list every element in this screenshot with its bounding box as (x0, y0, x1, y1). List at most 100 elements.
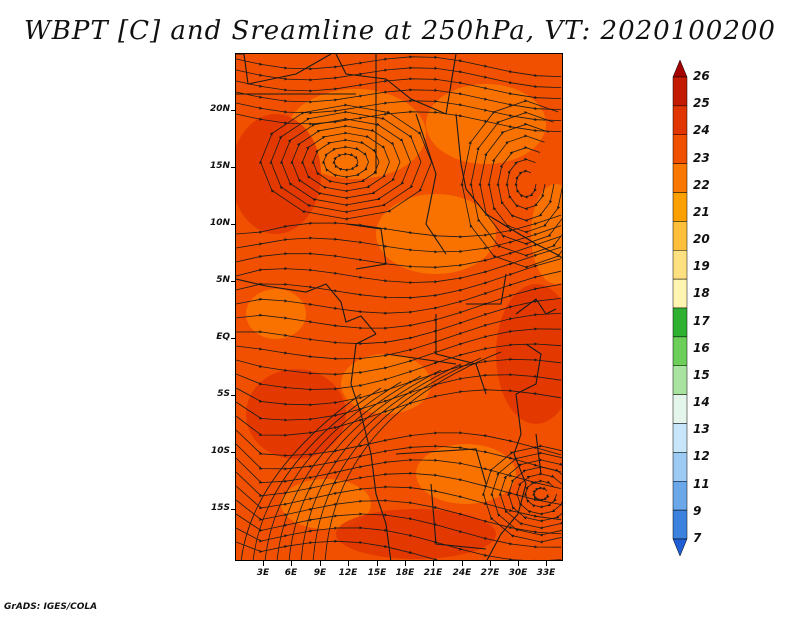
coastlines-borders (236, 54, 562, 560)
wbpt-field-map (236, 54, 562, 560)
colorbar-label: 14 (693, 395, 710, 410)
grads-credit: GrADS: IGES/COLA (4, 602, 98, 612)
latitude-tick-mark (231, 110, 236, 111)
streamlines (236, 55, 562, 560)
coastline-border (345, 223, 487, 395)
longitude-tick-label: 6E (284, 568, 298, 578)
latitude-tick-label: 15N (209, 161, 230, 171)
colorbar-label: 22 (693, 177, 710, 192)
streamline (236, 110, 562, 133)
colorbar-segment (672, 105, 688, 135)
coastline-border (466, 273, 542, 475)
colorbar-label: 13 (693, 422, 710, 437)
latitude-tick-label: 10S (210, 446, 230, 456)
colorbar-label: 17 (693, 313, 710, 328)
longitude-tick-label: 15E (367, 568, 387, 578)
longitude-tick-mark (377, 561, 378, 566)
latitude-tick-mark (231, 281, 236, 282)
colorbar-segment (672, 481, 688, 511)
colorbar-segment (672, 278, 688, 309)
longitude-tick-label: 12E (338, 568, 358, 578)
colorbar-segment (672, 509, 688, 540)
colorbar-label: 24 (693, 123, 710, 138)
longitude-tick-mark (462, 561, 463, 566)
streamline (236, 539, 538, 560)
colorbar-label: 20 (693, 232, 710, 247)
longitude-tick-mark (263, 561, 264, 566)
streamline (300, 363, 462, 560)
colorbar-segment (672, 307, 688, 338)
colorbar-segment (672, 76, 688, 107)
colorbar-label: 21 (693, 204, 710, 219)
colorbar-segment (672, 163, 688, 193)
colorbar-label: 26 (693, 69, 710, 83)
streamline (236, 214, 562, 239)
streamline (252, 387, 382, 560)
coastline-border (236, 54, 447, 255)
longitude-tick-mark (320, 561, 321, 566)
colorbar-segment (672, 192, 688, 222)
latitude-tick-mark (231, 452, 236, 453)
latitude-tick-label: 10N (209, 218, 230, 228)
colorbar-label: 16 (693, 340, 710, 355)
longitude-tick-label: 27E (480, 568, 500, 578)
longitude-tick-label: 30E (508, 568, 528, 578)
latitude-tick-mark (231, 395, 236, 396)
wbpt-patch (336, 509, 496, 559)
colorbar-segment (672, 221, 688, 251)
colorbar-label: 7 (693, 531, 702, 545)
latitude-tick-mark (231, 338, 236, 339)
longitude-tick-label: 21E (423, 568, 443, 578)
colorbar-label: 25 (693, 96, 710, 111)
colorbar-segment (672, 394, 688, 424)
longitude-tick-mark (518, 561, 519, 566)
colorbar-segment (672, 134, 688, 164)
coastline-border (486, 393, 527, 560)
longitude-tick-label: 33E (536, 568, 556, 578)
map-panel (235, 53, 563, 561)
colorbar-segment (672, 452, 688, 482)
colorbar-label: 9 (693, 503, 702, 518)
map-title: WBPT [C] and Sreamline at 250hPa, VT: 20… (24, 16, 776, 46)
colorbar-segment (672, 365, 688, 395)
coastline-border (385, 353, 487, 550)
latitude-tick-label: EQ (216, 332, 230, 342)
colorbar-segment (672, 250, 688, 280)
coastline-border (350, 333, 392, 560)
longitude-tick-mark (433, 561, 434, 566)
wbpt-patch (246, 369, 346, 459)
longitude-tick-mark (546, 561, 547, 566)
latitude-tick-label: 5N (216, 275, 230, 285)
latitude-tick-mark (231, 167, 236, 168)
streamline (324, 351, 502, 560)
longitude-tick-label: 9E (313, 568, 327, 578)
streamline (240, 393, 362, 560)
colorbar-label: 23 (693, 150, 710, 165)
wbpt-patch (246, 289, 306, 339)
latitude-tick-label: 5S (217, 389, 230, 399)
latitude-tick-mark (231, 224, 236, 225)
longitude-tick-mark (405, 561, 406, 566)
longitude-tick-mark (291, 561, 292, 566)
colorbar-top-arrow (672, 59, 688, 78)
longitude-tick-label: 18E (395, 568, 415, 578)
latitude-tick-label: 15S (210, 503, 230, 513)
wbpt-patch (341, 354, 431, 414)
coastline-border (455, 113, 562, 259)
longitude-tick-label: 24E (452, 568, 472, 578)
colorbar-label: 11 (693, 476, 710, 491)
colorbar-bottom-arrow (672, 538, 688, 557)
streamline (312, 357, 482, 560)
coastline-border (515, 298, 557, 395)
colorbar-label: 12 (693, 449, 710, 464)
longitude-tick-label: 3E (256, 568, 270, 578)
colorbar-label: 18 (693, 286, 710, 301)
colorbar-label: 19 (693, 259, 710, 274)
colorbar-segment (672, 423, 688, 453)
longitude-tick-mark (490, 561, 491, 566)
latitude-tick-label: 20N (209, 104, 230, 114)
coastline-border (236, 54, 457, 115)
colorbar-label: 15 (693, 367, 710, 382)
coastline-border (236, 278, 377, 335)
longitude-tick-mark (348, 561, 349, 566)
